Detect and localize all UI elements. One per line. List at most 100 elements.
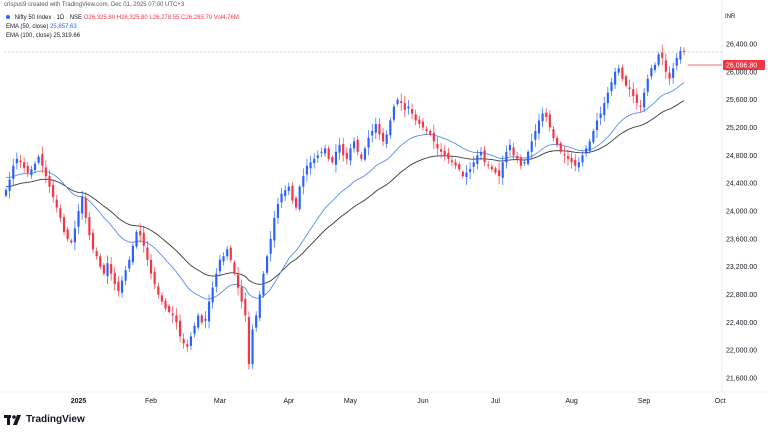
- candle-body: [599, 113, 602, 118]
- candle-body: [255, 315, 258, 328]
- candle-body: [614, 71, 617, 85]
- candle-body: [672, 68, 675, 78]
- candle-body: [530, 141, 533, 152]
- candle-body: [280, 193, 283, 203]
- candle-body: [541, 113, 544, 122]
- candle-body: [371, 130, 374, 136]
- candle-body: [215, 273, 218, 287]
- candle-body: [128, 259, 131, 269]
- candle-body: [570, 157, 573, 163]
- candle-body: [240, 286, 243, 302]
- candle-body: [120, 280, 124, 293]
- y-tick-label: 26,400.00: [726, 41, 757, 48]
- candle-body: [88, 217, 91, 236]
- candle-body: [574, 159, 577, 166]
- y-tick-label: 23,600.00: [726, 236, 757, 243]
- candle-body: [639, 105, 642, 107]
- ema50-row[interactable]: EMA (50, close) 25,857.63: [6, 23, 239, 32]
- candle-body: [207, 301, 211, 322]
- symbol-title[interactable]: Nifty 50 Index · 1D · NSE: [14, 15, 83, 21]
- candle-body: [595, 120, 599, 131]
- candle-body: [646, 78, 649, 92]
- candle-body: [592, 130, 595, 143]
- candle-body: [77, 211, 80, 227]
- candle-body: [682, 50, 686, 52]
- candle-body: [157, 286, 160, 295]
- candle-body: [410, 109, 414, 114]
- candle-body: [168, 305, 171, 312]
- tradingview-brand: TradingView: [26, 414, 85, 425]
- candle-body: [142, 232, 145, 246]
- candle-body: [229, 247, 232, 260]
- candle-body: [508, 144, 512, 151]
- candle-body: [193, 325, 196, 334]
- candle-body: [262, 273, 265, 296]
- candle-body: [537, 120, 541, 134]
- candle-body: [110, 264, 113, 274]
- candle-body: [454, 162, 457, 166]
- candle-body: [516, 156, 519, 159]
- candle-body: [305, 165, 309, 175]
- candle-body: [102, 265, 105, 274]
- y-tick-label: 24,000.00: [726, 209, 757, 216]
- candle-body: [204, 318, 207, 321]
- candle-body: [552, 129, 555, 138]
- ema100-row[interactable]: EMA (100, close) 25,319.66: [6, 32, 239, 41]
- candle-body: [149, 259, 153, 274]
- candle-body: [269, 238, 272, 254]
- candle-body: [389, 120, 392, 136]
- candle-body: [668, 72, 671, 79]
- candle-body: [258, 294, 261, 318]
- x-tick-label: May: [344, 398, 358, 405]
- candle-body: [124, 270, 127, 281]
- candle-body: [334, 151, 338, 165]
- candle-body: [189, 336, 192, 346]
- x-tick-label: Jul: [491, 398, 500, 405]
- candle-body: [581, 155, 584, 163]
- candle-body: [421, 121, 425, 128]
- candle-body: [233, 262, 236, 274]
- candle-body: [320, 151, 323, 153]
- candle-body: [117, 281, 120, 292]
- candle-body: [106, 263, 109, 277]
- candle-body: [48, 176, 51, 187]
- candle-body: [400, 101, 403, 104]
- candle-body: [418, 119, 421, 124]
- candle-body: [675, 57, 678, 66]
- candle-body: [472, 162, 475, 167]
- candle-body: [247, 317, 251, 365]
- ema100-line: [5, 100, 685, 285]
- candle-body: [284, 190, 287, 197]
- candle-body: [519, 157, 522, 166]
- candle-body: [360, 154, 363, 159]
- candle-body: [226, 249, 229, 257]
- candle-body: [487, 164, 490, 166]
- x-tick-label: Jun: [417, 398, 428, 405]
- tradingview-logo[interactable]: TradingView: [4, 414, 85, 425]
- candle-body: [556, 137, 559, 145]
- candle-body: [160, 295, 163, 302]
- candle-body: [23, 162, 26, 168]
- candle-body: [534, 130, 537, 140]
- candle-body: [653, 64, 657, 70]
- x-tick-label: Aug: [565, 398, 578, 405]
- candle-body: [494, 168, 497, 173]
- candle-body: [490, 166, 493, 170]
- candle-body: [432, 132, 435, 142]
- x-tick-label: Mar: [214, 398, 227, 405]
- candle-body: [657, 54, 660, 65]
- candle-body: [197, 315, 200, 328]
- candle-body: [425, 129, 428, 131]
- y-tick-label: 24,400.00: [726, 181, 757, 188]
- currency-label: INR: [725, 14, 736, 20]
- candle-body: [392, 106, 396, 120]
- candle-body: [44, 167, 47, 177]
- candle-body: [59, 208, 62, 218]
- tradingview-logo-icon: [4, 414, 21, 425]
- candle-body: [356, 139, 359, 152]
- candle-body: [439, 149, 443, 152]
- candle-body: [527, 151, 530, 164]
- grid-layer: [0, 0, 768, 393]
- y-tick-label: 26,000.00: [726, 69, 757, 76]
